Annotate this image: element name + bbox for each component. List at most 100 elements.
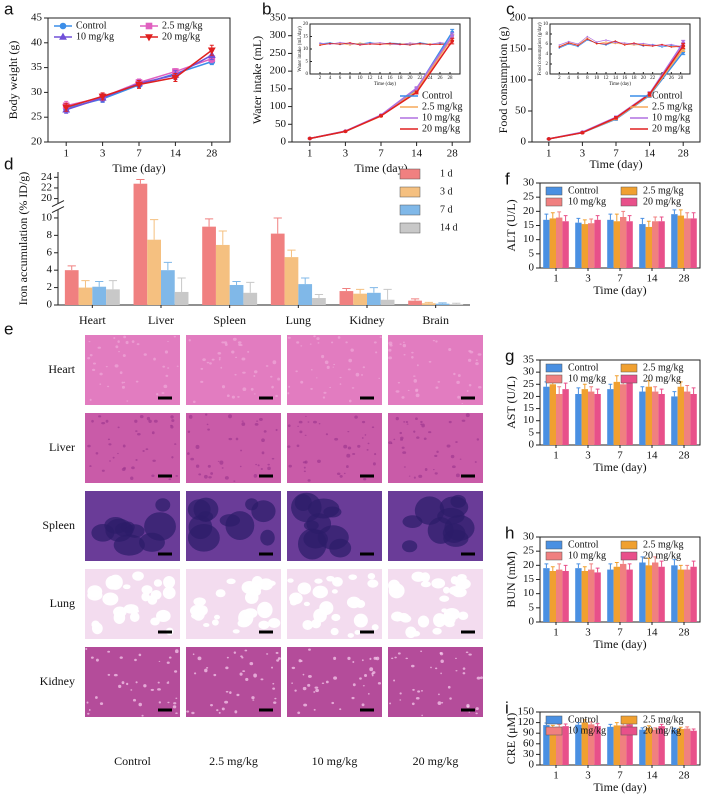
tissue-texture bbox=[377, 681, 382, 685]
tissue-texture bbox=[109, 460, 111, 462]
bar bbox=[549, 727, 556, 765]
tissue-texture bbox=[241, 357, 246, 361]
marker bbox=[145, 22, 153, 30]
tissue-image bbox=[85, 413, 180, 483]
x-tick-label: 7 bbox=[613, 148, 619, 160]
point bbox=[414, 90, 419, 95]
tissue-texture bbox=[424, 468, 428, 471]
tissue-texture bbox=[172, 705, 177, 709]
inset-point bbox=[586, 35, 589, 38]
tissue-texture bbox=[257, 601, 273, 619]
bar bbox=[408, 300, 422, 305]
point bbox=[614, 116, 618, 120]
inset-x-tick-label: 20 bbox=[641, 76, 647, 81]
y-tick-label: 25 bbox=[523, 191, 535, 203]
tissue-texture bbox=[197, 656, 202, 661]
y-tick-label: 150 bbox=[518, 706, 535, 718]
row-label: Heart bbox=[48, 362, 75, 376]
tissue-texture bbox=[296, 341, 300, 344]
tissue-texture bbox=[417, 615, 430, 628]
tissue-texture bbox=[411, 702, 415, 706]
y-tick-label: 15 bbox=[523, 219, 535, 231]
x-tick-label: 28 bbox=[447, 148, 459, 160]
y-tick-label: 25 bbox=[31, 111, 43, 123]
tissue-texture bbox=[106, 385, 110, 388]
tissue-texture bbox=[430, 666, 432, 669]
tissue-texture bbox=[437, 701, 442, 705]
tissue-texture bbox=[237, 619, 250, 628]
tissue-texture bbox=[237, 396, 240, 398]
tissue-texture bbox=[95, 696, 98, 699]
tissue-texture bbox=[347, 430, 350, 433]
inset-y-label: Water intake (mL/day) bbox=[298, 26, 303, 72]
tissue-texture bbox=[363, 478, 367, 481]
error-bar bbox=[424, 301, 433, 304]
row-label: Lung bbox=[50, 596, 75, 610]
tissue-texture bbox=[439, 496, 469, 518]
inset-point bbox=[439, 41, 441, 44]
tissue-texture bbox=[167, 681, 170, 683]
tissue-texture bbox=[448, 586, 462, 596]
x-tick-label: 14 bbox=[647, 770, 659, 782]
tissue-texture bbox=[330, 341, 334, 344]
tissue-texture bbox=[372, 462, 376, 466]
legend-label: 20 mg/kg bbox=[422, 123, 460, 134]
error-bar bbox=[659, 560, 664, 567]
tissue-texture bbox=[90, 656, 94, 659]
tissue-texture bbox=[448, 420, 452, 424]
point bbox=[450, 39, 455, 43]
inset-point bbox=[595, 41, 598, 43]
y-tick-label: 20 bbox=[41, 192, 53, 204]
bar bbox=[581, 389, 588, 445]
tissue-texture bbox=[403, 341, 405, 344]
tissue-texture bbox=[299, 430, 303, 434]
tissue-texture bbox=[449, 697, 452, 700]
tissue-texture bbox=[421, 714, 423, 717]
tissue-texture bbox=[275, 651, 279, 655]
panel-letter: a bbox=[4, 0, 14, 18]
tissue-texture bbox=[107, 438, 111, 441]
error-bar bbox=[627, 563, 632, 570]
x-tick-label: 14 bbox=[644, 148, 656, 160]
y-tick-label: 40 bbox=[31, 36, 43, 48]
tissue-texture bbox=[153, 579, 163, 587]
panel-letter: h bbox=[505, 523, 514, 542]
point bbox=[379, 113, 383, 118]
tissue-texture bbox=[158, 660, 161, 662]
error-bar bbox=[246, 281, 255, 293]
inset-x-tick-label: 12 bbox=[604, 76, 610, 81]
tissue-texture bbox=[326, 365, 330, 369]
tissue-texture bbox=[405, 626, 417, 639]
tissue-texture bbox=[475, 359, 478, 362]
error-bar bbox=[685, 212, 690, 219]
tissue-texture bbox=[440, 612, 456, 626]
legend-label: 20 mg/kg bbox=[643, 725, 681, 736]
error-bar bbox=[589, 563, 594, 570]
tissue-texture bbox=[373, 656, 377, 660]
y-tick-label: 10 bbox=[41, 211, 53, 223]
tissue-texture bbox=[333, 676, 338, 680]
y-axis-label: Iron accumulation (% ID/g) bbox=[16, 172, 30, 306]
bar bbox=[543, 219, 550, 268]
inset-x-tick-label: 18 bbox=[398, 76, 404, 81]
tissue-texture bbox=[261, 451, 265, 455]
tissue-texture bbox=[415, 393, 420, 398]
tissue-texture bbox=[350, 348, 354, 352]
tissue-texture bbox=[166, 661, 170, 664]
tissue-texture bbox=[276, 659, 280, 662]
tissue-texture bbox=[190, 457, 195, 461]
y-tick-label: 22 bbox=[41, 181, 52, 193]
tissue-texture bbox=[121, 467, 126, 471]
tissue-texture bbox=[188, 414, 193, 419]
bar bbox=[421, 303, 436, 305]
tissue-texture bbox=[389, 702, 392, 705]
bar bbox=[607, 726, 614, 765]
tissue-texture bbox=[457, 374, 461, 377]
tissue-texture bbox=[411, 351, 414, 354]
bar bbox=[581, 571, 588, 622]
tissue-texture bbox=[88, 709, 91, 711]
bar bbox=[690, 566, 697, 622]
tissue-texture bbox=[151, 474, 155, 478]
error-bar bbox=[314, 294, 324, 299]
tissue-texture bbox=[307, 479, 311, 482]
